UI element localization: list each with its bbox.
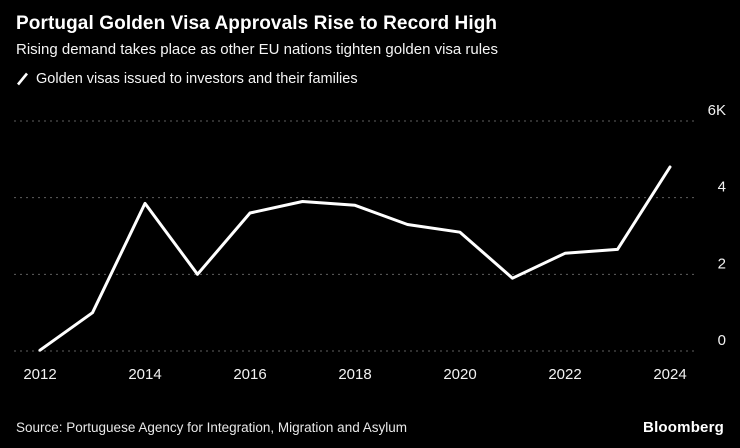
source-note: Source: Portuguese Agency for Integratio…	[16, 420, 407, 435]
x-tick-label: 2012	[23, 366, 56, 383]
plot-area: 0 2 4 6K 2012 2014 2016 2018 2020 2022 2024	[0, 91, 740, 387]
y-tick-label: 4	[718, 178, 726, 195]
chart-footer: Source: Portuguese Agency for Integratio…	[0, 419, 740, 436]
chart-header: Portugal Golden Visa Approvals Rise to R…	[0, 0, 740, 58]
y-tick-label: 0	[718, 332, 726, 349]
chart-legend: Golden visas issued to investors and the…	[0, 69, 740, 89]
y-tick-label: 2	[718, 255, 726, 272]
bloomberg-logo: Bloomberg	[643, 419, 724, 436]
x-tick-label: 2020	[443, 366, 476, 383]
x-tick-label: 2018	[338, 366, 371, 383]
y-tick-label: 6K	[708, 102, 726, 119]
line-series-icon	[16, 72, 29, 86]
line-chart: 0 2 4 6K 2012 2014 2016 2018 2020 2022 2024	[14, 102, 726, 383]
chart-subtitle: Rising demand takes place as other EU na…	[16, 40, 498, 58]
visa-approvals-line	[38, 165, 672, 352]
x-tick-label: 2024	[653, 366, 686, 383]
legend-label: Golden visas issued to investors and the…	[36, 70, 358, 87]
x-tick-label: 2022	[548, 366, 581, 383]
chart-title: Portugal Golden Visa Approvals Rise to R…	[16, 13, 498, 34]
x-tick-label: 2016	[233, 366, 266, 383]
x-tick-label: 2014	[128, 366, 161, 383]
